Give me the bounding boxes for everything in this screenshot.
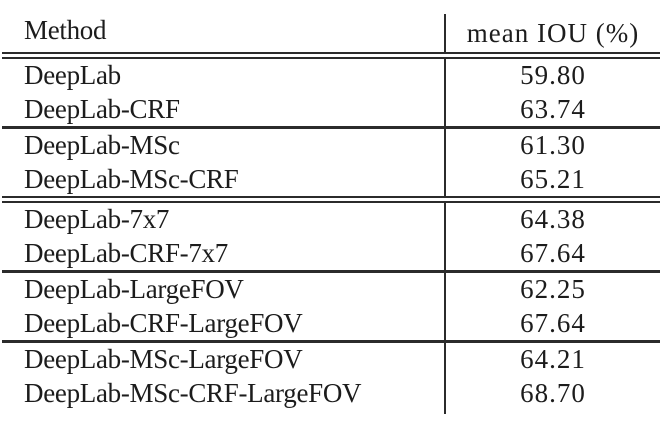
iou-cell: 64.21: [444, 343, 660, 377]
table-row: DeepLab-MSc-LargeFOV 64.21: [2, 343, 660, 377]
iou-cell: 61.30: [444, 129, 660, 163]
table-group-msc: DeepLab-MSc 61.30 DeepLab-MSc-CRF 65.21: [2, 129, 660, 203]
method-cell: DeepLab-MSc-CRF: [24, 163, 239, 194]
method-cell: DeepLab: [24, 60, 121, 91]
iou-cell: 59.80: [444, 59, 660, 93]
table-group-largefov: DeepLab-LargeFOV 62.25 DeepLab-CRF-Large…: [2, 273, 660, 343]
column-header-method: Method: [24, 15, 107, 45]
table-row: DeepLab-CRF-LargeFOV 67.64: [2, 306, 660, 340]
iou-cell: 62.25: [444, 273, 660, 307]
results-table: Method mean IOU (%) DeepLab 59.80 DeepLa…: [2, 9, 660, 414]
table-row: DeepLab 59.80: [2, 59, 660, 93]
method-cell: DeepLab-LargeFOV: [24, 274, 244, 305]
method-cell: DeepLab-CRF: [24, 93, 180, 124]
table-header-row: Method mean IOU (%): [2, 9, 660, 59]
table-row: DeepLab-7x7 64.38: [2, 203, 660, 237]
table-row: DeepLab-MSc-CRF-LargeFOV 68.70: [2, 376, 660, 410]
column-header-mean-iou: mean IOU (%): [444, 14, 660, 52]
table-row: DeepLab-CRF 63.74: [2, 92, 660, 126]
table-group-baseline: DeepLab 59.80 DeepLab-CRF 63.74: [2, 59, 660, 129]
method-cell: DeepLab-MSc-CRF-LargeFOV: [24, 377, 362, 408]
iou-cell: 67.64: [444, 236, 660, 270]
table-group-7x7: DeepLab-7x7 64.38 DeepLab-CRF-7x7 67.64: [2, 203, 660, 273]
iou-cell: 65.21: [444, 162, 660, 196]
method-cell: DeepLab-CRF-7x7: [24, 237, 228, 268]
table-row: DeepLab-CRF-7x7 67.64: [2, 236, 660, 270]
method-cell: DeepLab-MSc-LargeFOV: [24, 344, 303, 375]
table-row: DeepLab-MSc 61.30: [2, 129, 660, 163]
method-cell: DeepLab-MSc: [24, 130, 180, 161]
iou-cell: 63.74: [444, 92, 660, 126]
table-group-msc-largefov: DeepLab-MSc-LargeFOV 64.21 DeepLab-MSc-C…: [2, 343, 660, 410]
table-row: DeepLab-MSc-CRF 65.21: [2, 162, 660, 196]
column-separator-tail: [2, 410, 660, 414]
method-cell: DeepLab-CRF-LargeFOV: [24, 307, 303, 338]
iou-cell: 67.64: [444, 306, 660, 340]
iou-cell: 68.70: [444, 376, 660, 410]
iou-cell: 64.38: [444, 203, 660, 237]
method-cell: DeepLab-7x7: [24, 204, 170, 235]
table-row: DeepLab-LargeFOV 62.25: [2, 273, 660, 307]
